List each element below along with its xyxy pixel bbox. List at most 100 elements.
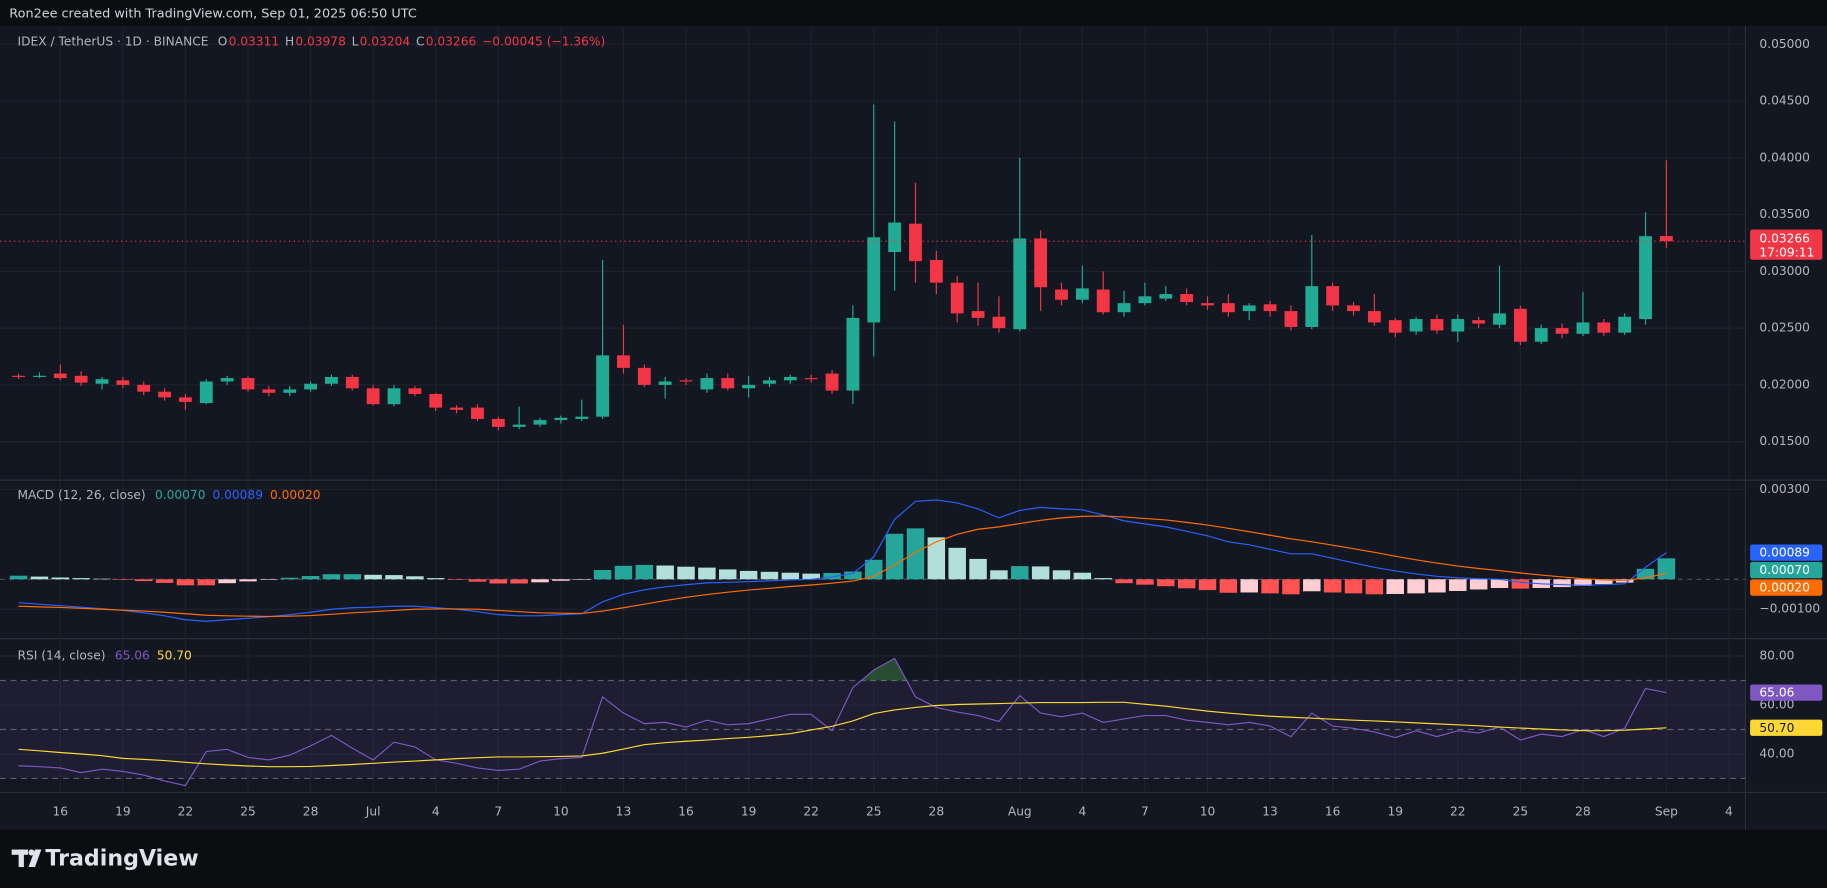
candle-body bbox=[867, 237, 881, 323]
histogram-bar bbox=[1198, 579, 1217, 591]
legend-title: RSI (14, close) bbox=[17, 649, 105, 663]
legend-value: 0.00020 bbox=[270, 488, 321, 502]
histogram-bar bbox=[72, 578, 90, 580]
candle-body bbox=[825, 373, 839, 391]
candle-body bbox=[345, 376, 359, 389]
x-tick-label: Sep bbox=[1655, 805, 1678, 819]
y-tick-label: 0.02500 bbox=[1759, 321, 1810, 335]
x-tick-label: 19 bbox=[115, 805, 131, 819]
candle-body bbox=[1493, 313, 1506, 325]
histogram-bar bbox=[948, 547, 966, 580]
candle-body bbox=[262, 389, 276, 393]
candle-body bbox=[992, 316, 1006, 329]
x-tick-label: 25 bbox=[1513, 805, 1529, 819]
candle-body bbox=[116, 380, 130, 385]
candle-body bbox=[95, 379, 109, 384]
top-bar bbox=[0, 0, 1827, 26]
x-tick-label: 28 bbox=[929, 805, 945, 819]
histogram-bar bbox=[1469, 579, 1488, 590]
candle-body bbox=[1555, 328, 1569, 334]
candle-body bbox=[554, 417, 568, 421]
x-tick-label: 7 bbox=[494, 805, 502, 819]
candle-body bbox=[846, 317, 860, 391]
candle-body bbox=[33, 375, 46, 377]
histogram-bar bbox=[30, 576, 49, 580]
x-tick-label: 4 bbox=[1078, 805, 1086, 819]
histogram-bar bbox=[906, 528, 925, 580]
histogram-bar bbox=[343, 574, 362, 580]
histogram-bar bbox=[134, 579, 153, 582]
candle-body bbox=[929, 260, 943, 283]
histogram-bar bbox=[364, 574, 382, 580]
x-tick-label: 16 bbox=[1325, 805, 1341, 819]
candle-body bbox=[220, 378, 234, 382]
value-badge-label: 65.06 bbox=[1759, 686, 1794, 700]
y-tick-label: 40.00 bbox=[1759, 746, 1794, 760]
histogram-bar bbox=[573, 579, 591, 580]
histogram-bar bbox=[1011, 566, 1029, 580]
candle-body bbox=[783, 376, 797, 381]
y-tick-label: −0.00100 bbox=[1759, 602, 1820, 616]
value-badge bbox=[1750, 684, 1823, 701]
histogram-bar bbox=[1365, 579, 1384, 595]
indicator-line bbox=[18, 515, 1667, 618]
candle-body bbox=[1597, 322, 1611, 333]
histogram-bar bbox=[781, 572, 800, 580]
candle-body bbox=[971, 311, 985, 318]
candle-body bbox=[1639, 236, 1652, 320]
histogram-bar bbox=[51, 577, 70, 580]
candle-body bbox=[721, 378, 735, 389]
legend-value: 0.00089 bbox=[212, 488, 263, 502]
candle-body bbox=[74, 375, 88, 383]
candle-body bbox=[742, 384, 756, 389]
x-tick-label: 16 bbox=[678, 805, 694, 819]
histogram-bar bbox=[1407, 579, 1425, 594]
x-tick-label: 22 bbox=[803, 805, 819, 819]
y-tick-label: 0.03500 bbox=[1759, 207, 1810, 221]
candle-body bbox=[1367, 311, 1381, 323]
candle-body bbox=[137, 384, 151, 392]
y-tick-label: 60.00 bbox=[1759, 697, 1794, 711]
legend-key: H bbox=[285, 34, 294, 48]
candle-body bbox=[1326, 286, 1340, 306]
candle-body bbox=[1180, 294, 1194, 303]
histogram-bar bbox=[1657, 558, 1676, 580]
value-badge-label: 50.70 bbox=[1759, 721, 1794, 735]
candle-body bbox=[241, 378, 255, 390]
histogram-bar bbox=[656, 565, 674, 580]
legend-title: MACD (12, 26, close) bbox=[17, 488, 145, 502]
candle-body bbox=[679, 380, 693, 382]
histogram-bar bbox=[489, 579, 508, 584]
candle-body bbox=[1347, 305, 1360, 312]
histogram-bar bbox=[9, 575, 28, 580]
legend-value: 0.03311 bbox=[229, 34, 280, 48]
histogram-bar bbox=[447, 579, 466, 580]
histogram-bar bbox=[1344, 579, 1363, 594]
histogram-bar bbox=[1428, 579, 1446, 593]
y-tick-label: 0.04500 bbox=[1759, 94, 1810, 108]
histogram-bar bbox=[1157, 579, 1175, 587]
candle-body bbox=[1034, 238, 1048, 288]
x-tick-label: 4 bbox=[1725, 805, 1733, 819]
histogram-bar bbox=[739, 570, 758, 580]
y-tick-label: 0.04000 bbox=[1759, 150, 1810, 164]
value-badge-label: 0.00020 bbox=[1759, 581, 1810, 595]
y-tick-label: 0.00300 bbox=[1759, 482, 1810, 496]
legend-key: C bbox=[416, 34, 425, 48]
histogram-bar bbox=[322, 574, 341, 580]
histogram-bar bbox=[155, 579, 174, 583]
logo-slash bbox=[28, 849, 42, 868]
candle-body bbox=[658, 381, 672, 385]
logo-icon bbox=[11, 849, 42, 868]
y-tick-label: 0.01500 bbox=[1759, 434, 1810, 448]
histogram-bar bbox=[1595, 579, 1613, 585]
x-tick-label: 7 bbox=[1141, 805, 1149, 819]
candle-body bbox=[325, 376, 338, 384]
histogram-bar bbox=[1031, 566, 1050, 580]
x-tick-label: 28 bbox=[303, 805, 319, 819]
candle-body bbox=[596, 355, 610, 417]
candle-body bbox=[179, 397, 192, 402]
histogram-bar bbox=[510, 579, 528, 584]
candle-body bbox=[1138, 296, 1152, 304]
